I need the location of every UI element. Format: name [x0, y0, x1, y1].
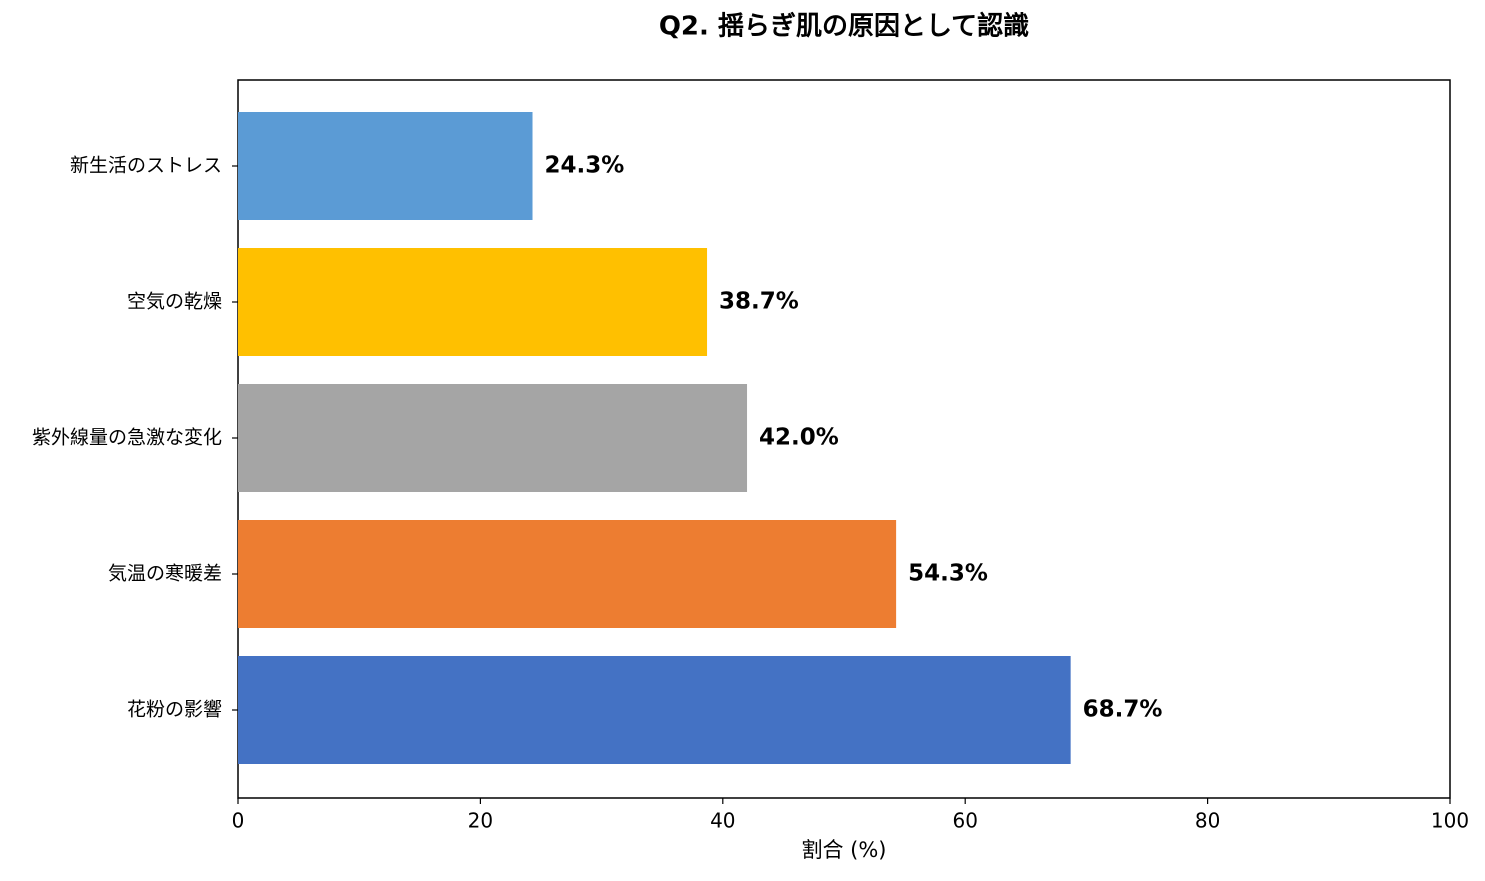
x-tick-label: 40: [710, 809, 735, 833]
x-tick-label: 80: [1195, 809, 1220, 833]
chart-title: Q2. 揺らぎ肌の原因として認識: [659, 11, 1029, 42]
value-label: 38.7%: [719, 289, 799, 315]
x-tick-label: 0: [232, 809, 245, 833]
x-tick-label: 20: [468, 809, 493, 833]
bar: [238, 248, 708, 356]
x-tick-label: 100: [1431, 809, 1469, 833]
y-tick-label: 花粉の影響: [127, 699, 222, 721]
x-axis-label: 割合 (%): [801, 838, 886, 862]
x-tick-label: 60: [952, 809, 977, 833]
y-tick-label: 紫外線量の急激な変化: [32, 427, 222, 449]
bar: [238, 656, 1071, 764]
y-tick-label: 新生活のストレス: [70, 155, 222, 177]
value-label: 24.3%: [545, 153, 625, 179]
value-label: 54.3%: [908, 561, 988, 587]
bar: [238, 112, 533, 220]
value-label: 68.7%: [1083, 697, 1163, 723]
y-tick-label: 空気の乾燥: [127, 291, 222, 313]
bar: [238, 520, 897, 628]
value-label: 42.0%: [759, 425, 839, 451]
y-tick-label: 気温の寒暖差: [108, 563, 222, 585]
bar: [238, 384, 748, 492]
